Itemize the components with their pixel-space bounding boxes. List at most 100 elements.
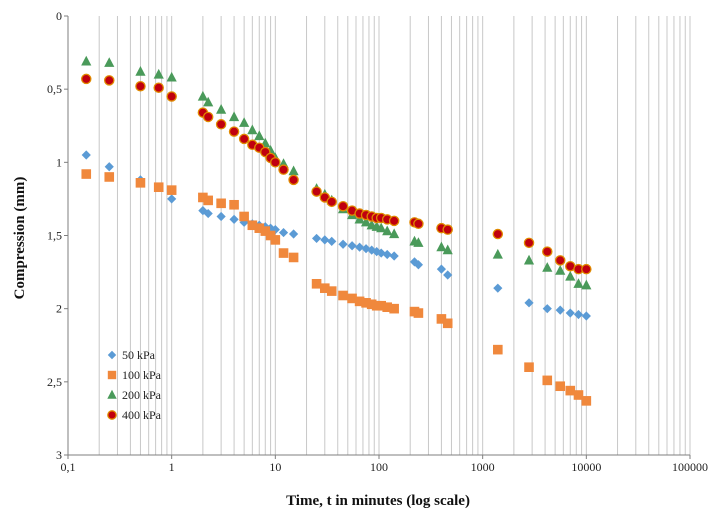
- data-point: [388, 215, 400, 227]
- data-point: [288, 174, 299, 186]
- data-point: [573, 390, 584, 400]
- y-tick-label: 2: [56, 302, 62, 316]
- data-point: [573, 278, 584, 288]
- data-point: [254, 223, 265, 233]
- data-point: [337, 200, 349, 212]
- data-point: [493, 283, 503, 293]
- gridlines: [98, 16, 691, 455]
- data-point: [360, 216, 372, 227]
- data-point: [326, 196, 337, 208]
- data-point: [524, 298, 534, 308]
- data-point: [278, 164, 289, 175]
- legend-label: 200 kPa: [122, 388, 162, 402]
- data-point: [554, 255, 566, 266]
- data-point: [523, 237, 535, 249]
- data-point: [555, 381, 566, 392]
- data-point: [270, 157, 281, 168]
- data-point: [382, 225, 393, 236]
- legend-marker: [107, 389, 117, 399]
- data-point: [493, 344, 503, 355]
- data-point: [555, 265, 566, 275]
- data-point: [376, 222, 387, 233]
- data-point: [524, 362, 534, 372]
- data-point: [104, 57, 115, 67]
- data-point: [581, 263, 592, 275]
- data-point: [573, 309, 584, 320]
- data-point: [436, 314, 447, 324]
- data-point: [542, 246, 553, 257]
- data-point: [436, 241, 447, 252]
- data-point: [389, 303, 399, 314]
- series-400-kpa: [81, 73, 592, 275]
- data-point: [492, 248, 503, 259]
- data-points: [81, 55, 592, 406]
- data-point: [361, 298, 371, 308]
- data-point: [436, 264, 447, 274]
- y-tick-label: 0,5: [47, 82, 62, 96]
- y-tick-label: 1,5: [47, 229, 62, 243]
- data-point: [153, 82, 164, 93]
- x-tick-label: 10000: [571, 460, 601, 474]
- data-point: [239, 117, 250, 127]
- data-point: [166, 185, 177, 195]
- data-point: [81, 150, 91, 160]
- data-point: [376, 300, 386, 311]
- data-point: [565, 385, 576, 396]
- data-point: [327, 236, 337, 246]
- data-point: [203, 96, 214, 107]
- data-point: [288, 252, 299, 263]
- data-point: [270, 235, 281, 245]
- data-point: [166, 91, 177, 102]
- legend-marker: [107, 370, 117, 380]
- data-point: [442, 224, 453, 235]
- data-point: [376, 248, 386, 258]
- legend-marker: [107, 410, 117, 420]
- data-point: [104, 172, 115, 182]
- data-point: [542, 375, 553, 386]
- data-point: [413, 237, 424, 247]
- data-point: [247, 220, 258, 231]
- data-point: [254, 130, 265, 141]
- data-point: [278, 227, 289, 238]
- data-point: [581, 279, 592, 290]
- data-point: [228, 126, 240, 137]
- data-point: [389, 251, 399, 261]
- data-point: [443, 270, 453, 280]
- data-point: [389, 228, 400, 239]
- x-tick-label: 10: [269, 460, 281, 474]
- data-point: [197, 90, 208, 101]
- data-point: [135, 178, 146, 188]
- data-point: [202, 111, 214, 123]
- data-point: [81, 55, 92, 66]
- data-point: [326, 286, 337, 296]
- legend-label: 100 kPa: [122, 368, 162, 382]
- data-point: [198, 192, 208, 203]
- x-tick-label: 100: [370, 460, 388, 474]
- data-point: [413, 308, 424, 318]
- data-point: [265, 223, 276, 233]
- x-tick-labels: 0,1 1 10 100 1000 10000 100000: [61, 455, 708, 474]
- data-point: [216, 104, 227, 114]
- x-tick-label: 1: [169, 460, 175, 474]
- data-point: [228, 111, 240, 122]
- data-point: [104, 75, 115, 86]
- data-point: [523, 254, 535, 265]
- data-point: [409, 257, 420, 267]
- data-point: [382, 302, 393, 313]
- y-tick-labels: 0 0,5 1 1,5 2 2,5 3: [47, 9, 68, 462]
- x-tick-label: 100000: [672, 460, 708, 474]
- data-point: [166, 71, 177, 82]
- legend-marker: [107, 350, 117, 360]
- data-point: [555, 305, 565, 315]
- data-point: [581, 396, 592, 406]
- series-100-kpa: [81, 169, 592, 406]
- data-point: [203, 208, 213, 219]
- data-point: [565, 270, 576, 281]
- data-point: [135, 80, 146, 92]
- data-point: [542, 262, 553, 272]
- data-point: [81, 169, 92, 179]
- legend-label: 50 kPa: [122, 348, 156, 362]
- data-point: [229, 199, 239, 210]
